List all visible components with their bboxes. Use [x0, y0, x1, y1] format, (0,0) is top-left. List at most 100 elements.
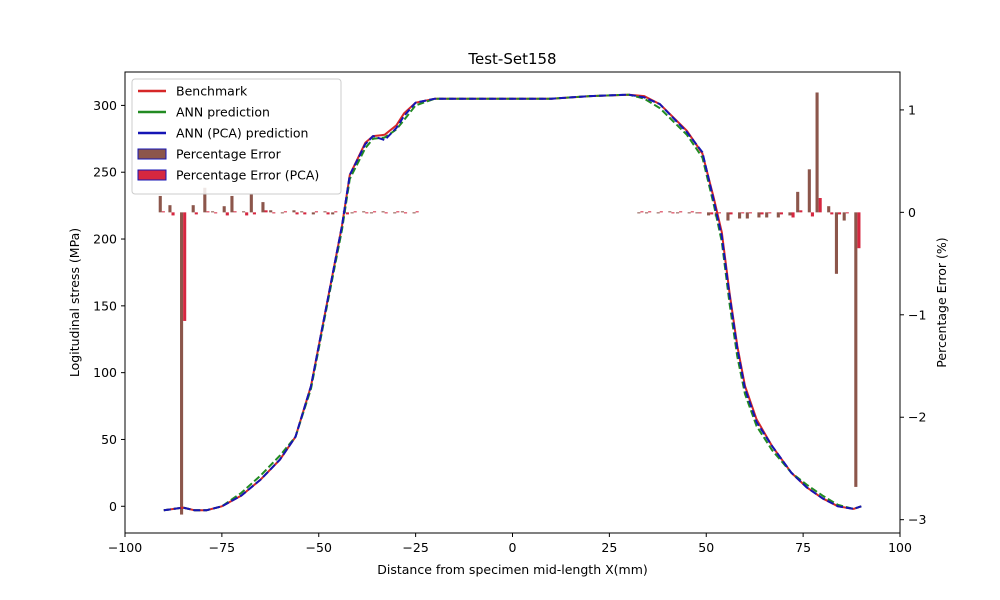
percentage-error-pca-bar	[748, 212, 752, 214]
percentage-error-pca-bar	[404, 212, 408, 214]
percentage-error-bar	[249, 193, 253, 213]
percentage-error-bar	[726, 212, 730, 221]
legend-label: Benchmark	[176, 84, 248, 99]
y2-tick-label: −3	[908, 512, 926, 527]
series-line	[163, 93, 862, 512]
percentage-error-pca-bar	[791, 212, 795, 218]
percentage-error-bar	[687, 212, 691, 214]
percentage-error-pca-bar	[838, 212, 842, 215]
percentage-error-pca-bar	[779, 212, 783, 215]
y-tick-label: 150	[93, 298, 117, 313]
y-tick-label: 100	[93, 365, 117, 380]
percentage-error-bar	[656, 212, 660, 214]
percentage-error-bar	[393, 212, 397, 214]
percentage-error-bar	[412, 212, 416, 214]
percentage-error-pca-bar	[183, 212, 187, 321]
y2-tick-label: 1	[908, 102, 916, 117]
percentage-error-pca-bar	[365, 212, 369, 214]
percentage-error-pca-bar	[384, 212, 388, 214]
percentage-error-bar	[191, 205, 195, 213]
percentage-error-pca-bar	[698, 212, 702, 214]
legend-label: Percentage Error	[176, 147, 282, 162]
percentage-error-pca-bar	[717, 212, 721, 214]
percentage-error-pca-bar	[245, 212, 249, 216]
percentage-error-bar	[168, 205, 172, 213]
y2-axis-label: Percentage Error (%)	[934, 237, 949, 367]
percentage-error-pca-bar	[161, 211, 165, 213]
x-axis-ticks: −100 −75 −50 −25 0 25 50 75 100	[108, 533, 912, 555]
percentage-error-bars	[158, 92, 861, 515]
legend-patch-swatch	[137, 169, 167, 181]
percentage-error-pca-bar	[760, 212, 764, 215]
percentage-error-pca-bar	[303, 212, 307, 215]
percentage-error-pca-bar	[295, 212, 299, 215]
x-tick-label: −100	[108, 540, 142, 555]
x-tick-label: 0	[509, 540, 517, 555]
stress-lines	[163, 93, 862, 512]
percentage-error-pca-bar	[373, 211, 377, 213]
percentage-error-pca-bar	[345, 212, 349, 215]
legend-patch-swatch	[137, 148, 167, 160]
percentage-error-bar	[400, 211, 404, 213]
percentage-error-pca-bar	[729, 212, 733, 215]
percentage-error-bar	[203, 187, 207, 213]
percentage-error-bar	[280, 212, 284, 214]
y2-axis-ticks: −3 −2 −1 0 1	[900, 102, 926, 527]
percentage-error-bar	[807, 169, 811, 213]
percentage-error-pca-bar	[640, 211, 644, 213]
y-tick-label: 250	[93, 165, 117, 180]
percentage-error-pca-bar	[679, 211, 683, 213]
percentage-error-bar	[637, 212, 641, 214]
y-axis-label: Logitudinal stress (MPa)	[67, 228, 82, 377]
percentage-error-pca-bar	[272, 212, 276, 214]
legend-label: Percentage Error (PCA)	[176, 168, 319, 183]
series-line	[163, 93, 862, 512]
percentage-error-bar	[230, 195, 234, 213]
percentage-error-bar	[834, 212, 838, 274]
percentage-error-bar	[765, 212, 769, 218]
percentage-error-pca-bar	[326, 212, 330, 215]
percentage-error-pca-bar	[810, 212, 814, 217]
percentage-error-bar	[676, 212, 680, 214]
y2-tick-label: 0	[908, 205, 916, 220]
percentage-error-bar	[827, 206, 831, 213]
x-tick-label: 25	[601, 540, 617, 555]
x-tick-label: −50	[306, 540, 332, 555]
percentage-error-bar	[180, 212, 184, 515]
percentage-error-bar	[350, 212, 354, 214]
percentage-error-pca-bar	[741, 212, 745, 214]
y-tick-label: 50	[101, 432, 117, 447]
percentage-error-pca-bar	[206, 211, 210, 213]
percentage-error-bar	[707, 212, 711, 216]
percentage-error-pca-bar	[252, 212, 256, 215]
percentage-error-bar	[300, 211, 304, 213]
percentage-error-pca-bar	[264, 210, 268, 213]
percentage-error-bar	[757, 212, 761, 218]
percentage-error-bar	[738, 212, 742, 219]
percentage-error-pca-bar	[845, 212, 849, 214]
percentage-error-bar	[842, 212, 846, 221]
percentage-error-bar	[381, 211, 385, 213]
percentage-error-pca-bar	[283, 211, 287, 213]
percentage-error-pca-bar	[214, 212, 218, 214]
y-tick-label: 200	[93, 232, 117, 247]
percentage-error-pca-bar	[334, 211, 338, 213]
percentage-error-bar	[269, 210, 273, 213]
percentage-error-pca-bar	[194, 212, 198, 215]
x-axis-label: Distance from specimen mid-length X(mm)	[377, 562, 648, 577]
legend-label: ANN (PCA) prediction	[176, 126, 308, 141]
legend-label: ANN prediction	[176, 105, 270, 120]
percentage-error-pca-bar	[648, 211, 652, 213]
percentage-error-bar	[323, 211, 327, 213]
percentage-error-bar	[695, 212, 699, 214]
percentage-error-bar	[331, 212, 335, 215]
percentage-error-pca-bar	[830, 212, 834, 215]
percentage-error-pca-bar	[799, 210, 803, 213]
y-tick-label: 0	[109, 499, 117, 514]
percentage-error-pca-bar	[818, 198, 822, 213]
percentage-error-bar	[369, 212, 373, 214]
percentage-error-pca-bar	[857, 212, 861, 249]
percentage-error-pca-bar	[415, 211, 419, 213]
percentage-error-bar	[796, 191, 800, 213]
